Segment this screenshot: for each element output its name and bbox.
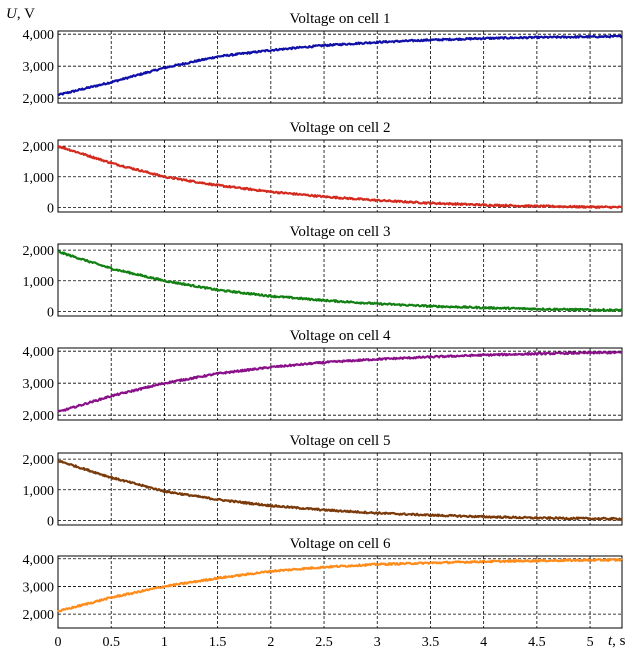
y-tick-label: 2,000 xyxy=(23,140,55,155)
y-tick-label: 2,000 xyxy=(23,608,55,623)
x-tick-label: 3.5 xyxy=(422,635,440,650)
panel-title: Voltage on cell 5 xyxy=(290,433,391,449)
y-tick-label: 3,000 xyxy=(23,580,55,595)
panel-title: Voltage on cell 6 xyxy=(290,536,391,552)
x-tick-label: 1.5 xyxy=(209,635,227,650)
x-axis-label: t, s xyxy=(608,633,626,649)
x-tick-label: 2 xyxy=(267,635,274,650)
y-tick-label: 4,000 xyxy=(23,553,55,568)
chart-panel-6: Voltage on cell 6 2,000 3,000 4,000 0 0.5 1 1.5… xyxy=(23,536,623,650)
series-line xyxy=(57,459,623,521)
plot-frame xyxy=(57,30,623,104)
y-tick-label: 0 xyxy=(47,305,54,320)
y-tick-label: 4,000 xyxy=(23,345,55,360)
y-tick-label: 1,000 xyxy=(23,484,55,499)
plot-frame xyxy=(57,139,623,213)
svg-text:t, s: t, s xyxy=(608,633,626,649)
chart-panel-3: Voltage on cell 3 0 1,000 2,000 xyxy=(23,224,623,320)
panel-title: Voltage on cell 2 xyxy=(290,120,391,136)
plot-frame xyxy=(57,555,623,629)
x-tick-label: 0.5 xyxy=(102,635,120,650)
y-axis-label: U, V xyxy=(6,6,35,22)
plot-frame xyxy=(57,452,623,526)
x-tick-label: 1 xyxy=(161,635,168,650)
svg-text:U, V: U, V xyxy=(6,6,35,22)
y-tick-label: 2,000 xyxy=(23,453,55,468)
x-axis-unit: , s xyxy=(612,633,626,649)
x-tick-label: 2.5 xyxy=(315,635,333,650)
series-line xyxy=(57,250,623,312)
chart-panel-4: Voltage on cell 4 2,000 3,000 4,000 xyxy=(23,328,623,424)
y-tick-label: 3,000 xyxy=(23,60,55,75)
x-tick-label: 5 xyxy=(587,635,594,650)
y-tick-label: 3,000 xyxy=(23,377,55,392)
chart-panel-5: Voltage on cell 5 0 1,000 2,000 xyxy=(23,433,623,529)
series-line xyxy=(57,558,623,613)
panel-title: Voltage on cell 1 xyxy=(290,11,391,27)
chart-panel-2: Voltage on cell 2 0 1,000 2,000 xyxy=(23,120,623,216)
y-tick-label: 1,000 xyxy=(23,275,55,290)
series-line xyxy=(57,34,623,97)
plot-frame xyxy=(57,243,623,317)
series-line xyxy=(57,145,623,210)
x-tick-label: 0 xyxy=(55,635,62,650)
x-axis-symbol: t xyxy=(608,633,613,649)
y-tick-label: 4,000 xyxy=(23,28,55,43)
chart-panel-1: Voltage on cell 1 2,000 3,000 4,000 xyxy=(23,11,623,107)
y-axis-unit: , V xyxy=(17,6,35,22)
y-tick-label: 0 xyxy=(47,514,54,529)
plot-frame xyxy=(57,347,623,421)
panel-title: Voltage on cell 4 xyxy=(290,328,391,344)
x-tick-label: 3 xyxy=(374,635,381,650)
x-tick-label: 4.5 xyxy=(528,635,546,650)
y-tick-label: 2,000 xyxy=(23,92,55,107)
y-axis-symbol: U xyxy=(6,6,18,22)
y-tick-label: 1,000 xyxy=(23,171,55,186)
x-tick-label: 4 xyxy=(480,635,487,650)
y-tick-label: 2,000 xyxy=(23,409,55,424)
panel-title: Voltage on cell 3 xyxy=(290,224,391,240)
series-line xyxy=(57,350,623,413)
y-tick-label: 2,000 xyxy=(23,244,55,259)
y-tick-label: 0 xyxy=(47,201,54,216)
